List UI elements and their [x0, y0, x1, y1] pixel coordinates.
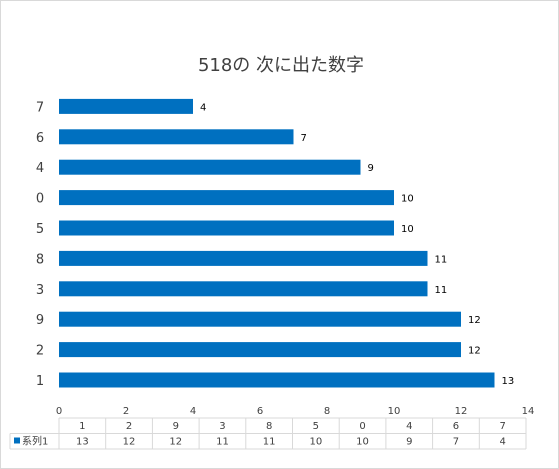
- bar-4: [59, 159, 361, 175]
- x-tick-0: 0: [56, 406, 62, 417]
- legend-swatch: [14, 437, 20, 444]
- bar-3: [59, 281, 428, 297]
- data-label-7: 4: [200, 102, 206, 113]
- table-value-3: 11: [216, 437, 229, 448]
- category-label-6: 6: [36, 131, 44, 146]
- table-header-8: 8: [266, 421, 272, 432]
- table-value-9: 12: [169, 437, 182, 448]
- table-value-4: 9: [406, 437, 412, 448]
- table-value-6: 7: [453, 437, 459, 448]
- category-label-4: 4: [36, 161, 44, 176]
- category-label-0: 0: [36, 192, 44, 207]
- table-value-8: 11: [263, 437, 276, 448]
- bar-7: [59, 98, 193, 114]
- table-header-7: 7: [499, 421, 505, 432]
- data-label-5: 10: [401, 224, 414, 235]
- bar-1: [59, 372, 495, 388]
- table-value-0: 10: [356, 437, 369, 448]
- x-tick-12: 12: [455, 406, 468, 417]
- chart-title: 518の 次に出た数字: [198, 55, 364, 76]
- bar-8: [59, 250, 428, 266]
- bar-5: [59, 220, 394, 236]
- bar-9: [59, 311, 461, 327]
- x-tick-6: 6: [257, 406, 263, 417]
- x-axis: 0 2 4 6 8 10 12 14: [56, 406, 535, 417]
- table-value-7: 4: [499, 437, 505, 448]
- category-label-8: 8: [36, 252, 44, 267]
- x-tick-14: 14: [522, 406, 535, 417]
- x-tick-4: 4: [190, 406, 196, 417]
- bar-6: [59, 129, 294, 145]
- data-label-0: 10: [401, 194, 414, 205]
- category-label-1: 1: [36, 374, 44, 389]
- data-label-6: 7: [301, 133, 307, 144]
- table-header-2: 2: [126, 421, 132, 432]
- x-tick-10: 10: [388, 406, 401, 417]
- category-label-2: 2: [36, 344, 44, 359]
- table-header-6: 6: [453, 421, 459, 432]
- data-label-2: 12: [468, 346, 481, 357]
- bars-layer: [59, 98, 495, 388]
- table-header-9: 9: [173, 421, 179, 432]
- data-label-4: 9: [368, 163, 374, 174]
- labels-layer: 1 13 2 12 9 12 3 11 8 11 5 10 0 10 4 9 6 7 7 4: [36, 100, 514, 389]
- x-tick-8: 8: [324, 406, 330, 417]
- table-header-4: 4: [406, 421, 412, 432]
- category-label-3: 3: [36, 283, 44, 298]
- data-table: 1 13 2 12 9 12 3 11 8 11 5 10 0 10 4 9 6 7 7 4 系列1: [9, 417, 527, 450]
- bar-0: [59, 190, 394, 206]
- table-header-1: 1: [79, 421, 85, 432]
- table-value-5: 10: [309, 437, 322, 448]
- category-label-9: 9: [36, 313, 44, 328]
- bar-2: [59, 342, 461, 358]
- series-name-label: 系列1: [22, 435, 48, 448]
- table-header-5: 5: [313, 421, 319, 432]
- table-header-0: 0: [359, 421, 365, 432]
- data-label-1: 13: [502, 376, 515, 387]
- data-label-3: 11: [435, 285, 448, 296]
- table-value-2: 12: [123, 437, 136, 448]
- table-value-1: 13: [76, 437, 89, 448]
- data-label-9: 12: [468, 315, 481, 326]
- category-label-7: 7: [36, 100, 44, 115]
- x-tick-2: 2: [123, 406, 129, 417]
- data-label-8: 11: [435, 254, 448, 265]
- table-header-3: 3: [219, 421, 225, 432]
- category-label-5: 5: [36, 222, 44, 237]
